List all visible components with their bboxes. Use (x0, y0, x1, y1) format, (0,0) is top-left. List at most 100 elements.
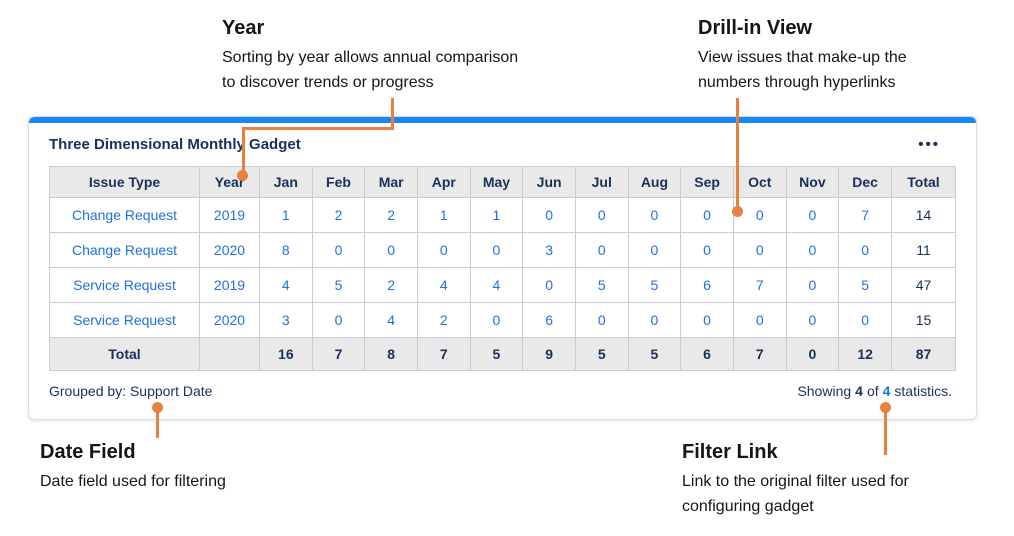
column-header-sep: Sep (680, 166, 734, 198)
month-value-link[interactable]: 0 (703, 242, 711, 258)
month-value-link[interactable]: 1 (492, 207, 501, 223)
year-link[interactable]: 2020 (213, 242, 246, 258)
month-value-link[interactable]: 0 (597, 312, 606, 328)
month-value-link[interactable]: 4 (492, 277, 501, 293)
month-value-link[interactable]: 0 (650, 312, 659, 328)
filter-count-link[interactable]: 4 (882, 383, 891, 399)
total-month-value: 5 (627, 337, 682, 371)
gadget-card: Three Dimensional Monthly Gadget ••• Iss… (28, 116, 977, 420)
month-value-link[interactable]: 5 (650, 277, 659, 293)
month-value-link[interactable]: 0 (334, 312, 343, 328)
month-value-link[interactable]: 6 (545, 312, 553, 328)
month-value-link[interactable]: 1 (439, 207, 448, 223)
month-value-link[interactable]: 0 (597, 242, 606, 258)
month-value-link[interactable]: 0 (861, 242, 869, 258)
month-value-link[interactable]: 0 (755, 207, 764, 223)
month-value-link[interactable]: 0 (492, 242, 501, 258)
total-row: Total 16 7 8 7 5 9 5 5 6 7 0 12 87 (49, 337, 956, 371)
month-value-link[interactable]: 7 (861, 207, 869, 223)
month-value-link[interactable]: 7 (755, 277, 764, 293)
month-value-link[interactable]: 0 (597, 207, 606, 223)
row-total-value: 14 (891, 197, 956, 233)
issue-type-link[interactable]: Change Request (71, 207, 178, 223)
table-row: Change Request 2019 1 2 2 1 1 0 0 0 0 0 0 7 14 (49, 197, 956, 233)
total-row-label: Total (49, 337, 200, 371)
total-month-value: 7 (311, 337, 366, 371)
gadget-menu-button[interactable]: ••• (918, 135, 940, 153)
grouped-by-label: Grouped by: (49, 383, 127, 399)
total-month-value: 0 (785, 337, 840, 371)
month-value-link[interactable]: 0 (650, 242, 659, 258)
annotation-year: Year Sorting by year allows annual compa… (222, 17, 518, 95)
month-value-link[interactable]: 0 (492, 312, 501, 328)
total-month-value: 9 (522, 337, 576, 371)
month-value-link[interactable]: 0 (808, 312, 817, 328)
month-value-link[interactable]: 2 (387, 207, 396, 223)
column-header-issue-type: Issue Type (49, 166, 200, 198)
month-value-link[interactable]: 1 (281, 207, 290, 223)
month-value-link[interactable]: 8 (281, 242, 290, 258)
annotation-drill-in-title: Drill-in View (698, 17, 813, 39)
month-value-link[interactable]: 5 (861, 277, 869, 293)
month-value-link[interactable]: 0 (387, 242, 396, 258)
gadget-title: Three Dimensional Monthly Gadget (49, 136, 301, 153)
month-value-link[interactable]: 2 (334, 207, 343, 223)
column-header-year: Year (199, 166, 260, 198)
total-month-value: 8 (364, 337, 418, 371)
column-header-jul: Jul (574, 166, 629, 198)
year-link[interactable]: 2019 (213, 207, 246, 223)
gadget-footer: Grouped by: Support Date Showing 4 of 4 … (29, 371, 976, 399)
total-month-value: 7 (416, 337, 471, 371)
header-row: Issue Type Year Jan Feb Mar Apr May Jun Jul Aug Se… (49, 166, 956, 198)
annotation-drill-in-view: Drill-in View View issues that make-up t… (698, 17, 907, 95)
month-value-link[interactable]: 2 (387, 277, 396, 293)
month-value-link[interactable]: 5 (597, 277, 606, 293)
month-value-link[interactable]: 0 (545, 207, 553, 223)
month-value-link[interactable]: 6 (703, 277, 711, 293)
month-value-link[interactable]: 0 (334, 242, 343, 258)
column-header-feb: Feb (311, 166, 366, 198)
grand-total-value: 87 (891, 337, 956, 371)
grouped-by-value: Support Date (129, 383, 213, 399)
total-month-value: 12 (838, 337, 892, 371)
table-row: Service Request 2020 3 0 4 2 0 6 0 0 0 0 0 0 15 (49, 302, 956, 338)
month-value-link[interactable]: 4 (281, 277, 290, 293)
month-value-link[interactable]: 0 (755, 242, 764, 258)
gadget-accent-bar (29, 117, 976, 123)
column-header-may: May (469, 166, 524, 198)
issue-type-link[interactable]: Service Request (73, 312, 176, 328)
issue-type-link[interactable]: Change Request (71, 242, 178, 258)
month-value-link[interactable]: 2 (439, 312, 448, 328)
year-link[interactable]: 2020 (213, 312, 246, 328)
annotation-year-title: Year (222, 17, 265, 39)
showing-suffix: statistics. (894, 383, 952, 399)
month-value-link[interactable]: 4 (439, 277, 448, 293)
month-value-link[interactable]: 0 (861, 312, 869, 328)
annotation-date-field: Date Field Date field used for filtering (40, 441, 226, 494)
column-header-apr: Apr (416, 166, 471, 198)
column-header-nov: Nov (785, 166, 840, 198)
annotation-filter-link-title: Filter Link (682, 441, 778, 463)
month-value-link[interactable]: 3 (281, 312, 290, 328)
total-month-value: 5 (574, 337, 629, 371)
month-value-link[interactable]: 0 (755, 312, 764, 328)
showing-of-label: of (866, 383, 879, 399)
month-value-link[interactable]: 0 (650, 207, 659, 223)
month-value-link[interactable]: 0 (545, 277, 553, 293)
month-value-link[interactable]: 0 (808, 242, 817, 258)
month-value-link[interactable]: 0 (439, 242, 448, 258)
column-header-oct: Oct (732, 166, 787, 198)
year-link[interactable]: 2019 (213, 277, 246, 293)
table-row: Service Request 2019 4 5 2 4 4 0 5 5 6 7 0 5 47 (49, 267, 956, 303)
statistics-table: Issue Type Year Jan Feb Mar Apr May Jun Jul Aug Se… (49, 166, 956, 371)
month-value-link[interactable]: 5 (334, 277, 343, 293)
month-value-link[interactable]: 4 (387, 312, 396, 328)
column-header-jan: Jan (259, 166, 313, 198)
month-value-link[interactable]: 0 (703, 207, 711, 223)
month-value-link[interactable]: 0 (808, 277, 817, 293)
month-value-link[interactable]: 3 (545, 242, 553, 258)
month-value-link[interactable]: 0 (808, 207, 817, 223)
issue-type-link[interactable]: Service Request (73, 277, 176, 293)
month-value-link[interactable]: 0 (703, 312, 711, 328)
